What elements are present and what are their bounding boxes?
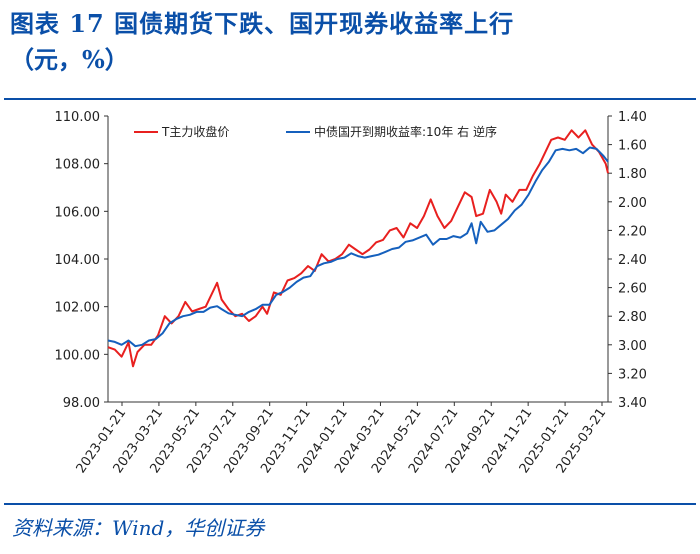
right-tick-label: 2.80 — [618, 310, 647, 325]
left-tick-label: 104.00 — [55, 253, 101, 268]
right-tick-label: 1.40 — [618, 110, 647, 125]
right-tick-label: 2.20 — [618, 224, 647, 239]
chart-title: 图表 17 国债期货下跌、国开现券收益率上行 （元，%） — [10, 6, 690, 78]
series-t-main-close-line — [107, 129, 609, 368]
right-tick-label: 2.60 — [618, 282, 647, 297]
right-tick-label: 1.80 — [618, 167, 647, 182]
right-tick-label: 2.00 — [618, 196, 647, 211]
title-line-2: （元，%） — [10, 45, 129, 74]
title-line-1: 图表 17 国债期货下跌、国开现券收益率上行 — [10, 9, 515, 38]
left-tick-label: 110.00 — [55, 110, 101, 125]
right-tick-label: 3.40 — [618, 396, 647, 411]
legend-cdb-10y-yield-label: 中债国开到期收益率:10年 右 逆序 — [314, 124, 497, 139]
line-chart: 98.00 100.00 102.00 104.00 106.00 108.00 110.0… — [55, 110, 647, 476]
left-tick-label: 100.00 — [55, 348, 101, 363]
right-tick-label: 2.40 — [618, 253, 647, 268]
source-note: 资料来源：Wind，华创证券 — [12, 516, 265, 540]
left-tick-label: 98.00 — [63, 396, 100, 411]
left-tick-label: 102.00 — [55, 301, 101, 316]
right-tick-label: 1.60 — [618, 139, 647, 154]
left-tick-label: 108.00 — [55, 158, 101, 173]
right-tick-label: 3.20 — [618, 367, 647, 382]
top-divider — [4, 98, 696, 100]
right-tick-label: 3.00 — [618, 339, 647, 354]
series-cdb-10y-yield-line — [107, 146, 609, 348]
legend-t-main-close-label: T主力收盘价 — [161, 124, 229, 139]
left-tick-label: 106.00 — [55, 205, 101, 220]
bottom-divider — [4, 503, 696, 505]
